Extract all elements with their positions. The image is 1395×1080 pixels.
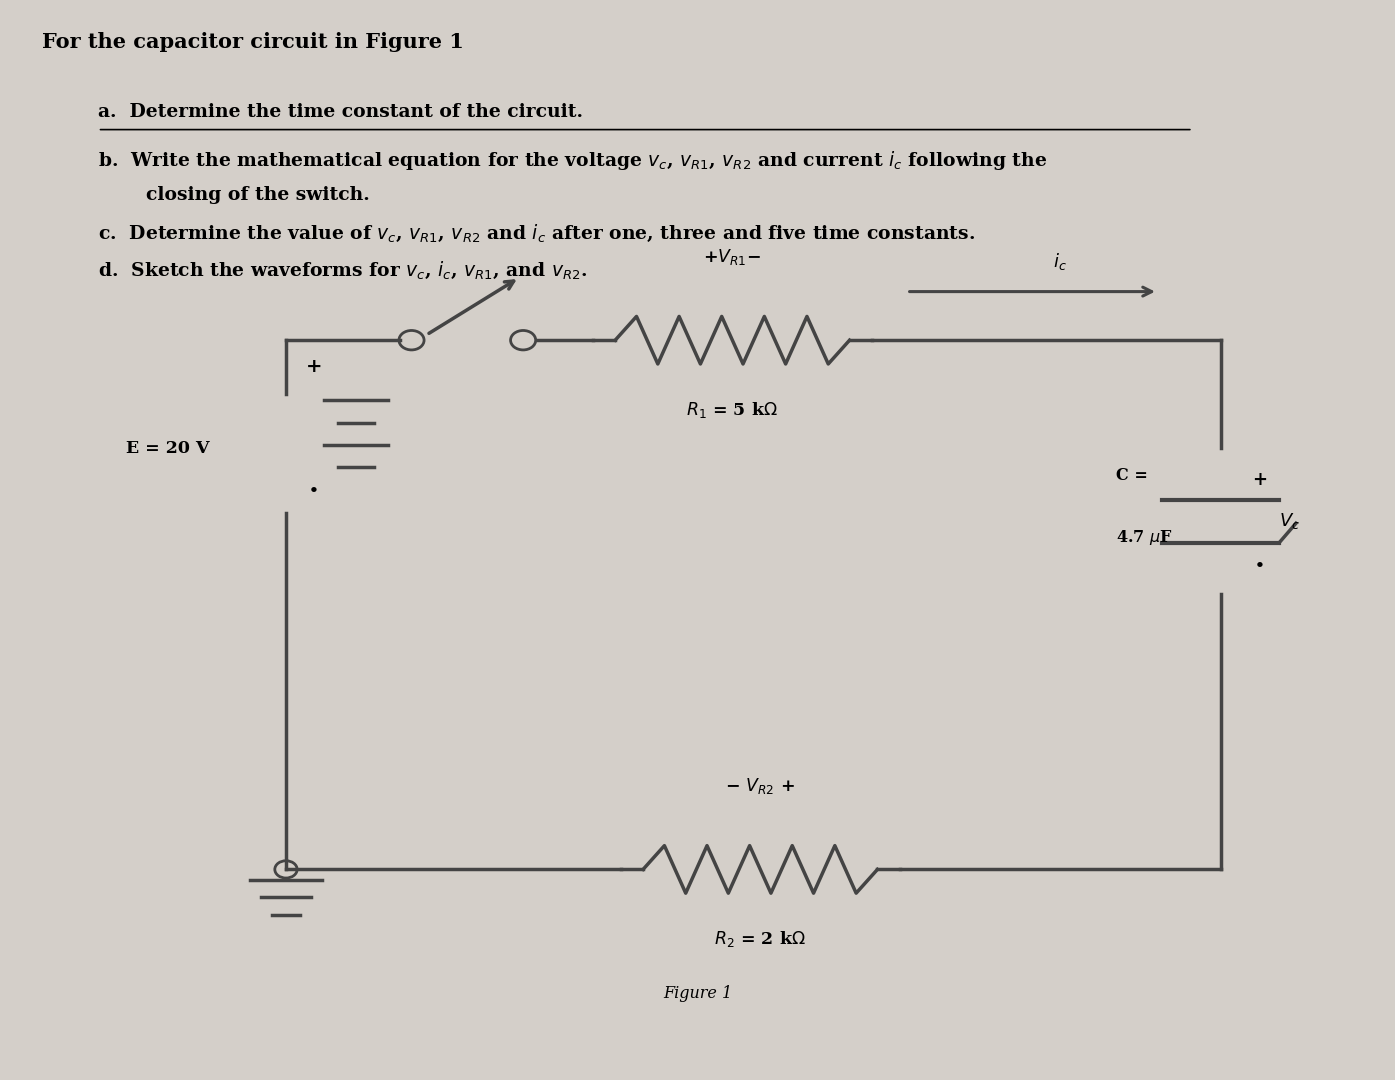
Text: a.  Determine the time constant of the circuit.: a. Determine the time constant of the ci… [98, 103, 583, 121]
Text: $R_1$ = 5 k$\Omega$: $R_1$ = 5 k$\Omega$ [686, 400, 778, 420]
Text: d.  Sketch the waveforms for $v_c$, $i_c$, $v_{R1}$, and $v_{R2}$.: d. Sketch the waveforms for $v_c$, $i_c$… [98, 259, 587, 281]
Text: $R_2$ = 2 k$\Omega$: $R_2$ = 2 k$\Omega$ [714, 929, 806, 949]
Text: − $V_{R2}$ +: − $V_{R2}$ + [725, 775, 795, 796]
Text: •: • [308, 485, 319, 498]
Text: 4.7 $\mu$F: 4.7 $\mu$F [1116, 528, 1173, 546]
Text: $i_c$: $i_c$ [1053, 252, 1067, 272]
Text: C =: C = [1116, 468, 1148, 484]
Text: •: • [1254, 559, 1265, 573]
Text: +$V_{R1}$−: +$V_{R1}$− [703, 246, 762, 267]
Text: closing of the switch.: closing of the switch. [146, 186, 370, 204]
Text: Figure 1: Figure 1 [663, 985, 732, 1002]
Text: b.  Write the mathematical equation for the voltage $v_c$, $v_{R1}$, $v_{R2}$ an: b. Write the mathematical equation for t… [98, 149, 1046, 172]
Text: $V_c$: $V_c$ [1279, 511, 1300, 531]
Text: +: + [306, 359, 322, 376]
Text: c.  Determine the value of $v_c$, $v_{R1}$, $v_{R2}$ and $i_c$ after one, three : c. Determine the value of $v_c$, $v_{R1}… [98, 222, 975, 244]
Text: +: + [1253, 471, 1267, 489]
Text: E = 20 V: E = 20 V [126, 440, 209, 457]
Text: For the capacitor circuit in Figure 1: For the capacitor circuit in Figure 1 [42, 32, 463, 53]
